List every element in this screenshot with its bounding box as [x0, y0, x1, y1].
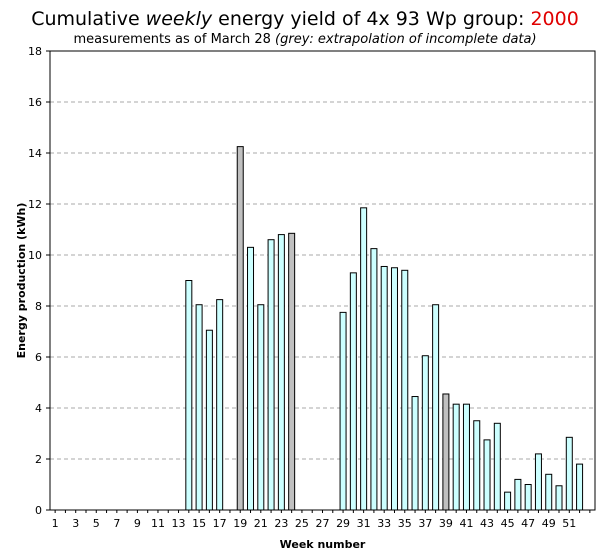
bar-week-46	[514, 478, 522, 511]
x-tick-label: 27	[316, 517, 330, 530]
x-tick-label: 45	[501, 517, 515, 530]
x-tick-label: 1	[52, 517, 59, 530]
y-tick-label: 2	[35, 453, 42, 466]
x-tick-label: 13	[172, 517, 186, 530]
y-axis-label: Energy production (kWh)	[15, 203, 28, 359]
bar-week-47	[524, 484, 532, 511]
title-middle: energy yield of 4x 93 Wp group:	[212, 8, 531, 30]
bar-week-49	[545, 473, 553, 511]
x-tick-label: 43	[480, 517, 494, 530]
y-tick-label: 10	[28, 249, 42, 262]
bar-week-20	[247, 246, 255, 511]
bar-week-32	[370, 248, 378, 511]
bar-week-16	[205, 329, 213, 511]
bar-week-35	[401, 269, 409, 511]
gridlines	[50, 101, 595, 460]
x-axis: 1 3 5 7 9 11 13 15 17 19 21 23 25 27 29 31 33 35 37 39 41 43 4…	[52, 510, 591, 530]
bar-week-21	[257, 304, 265, 511]
x-tick-label: 41	[459, 517, 473, 530]
bar-week-19	[236, 146, 244, 511]
x-tick-label: 35	[398, 517, 412, 530]
bar-week-38	[432, 304, 440, 511]
bar-week-31	[360, 207, 368, 511]
y-tick-label: 12	[28, 198, 42, 211]
x-tick-label: 11	[151, 517, 165, 530]
x-tick-label: 31	[357, 517, 371, 530]
bar-week-36	[411, 396, 419, 511]
bar-week-41	[462, 403, 470, 511]
bar-week-50	[555, 485, 563, 511]
title-prefix: Cumulative	[31, 8, 146, 30]
x-tick-label: 33	[377, 517, 391, 530]
bar-week-40	[452, 403, 460, 511]
bar-week-24	[288, 232, 296, 511]
plot-frame	[49, 50, 596, 511]
bar-week-39	[442, 393, 450, 511]
x-tick-label: 37	[418, 517, 432, 530]
y-tick-label: 6	[35, 351, 42, 364]
bar-week-17	[216, 299, 224, 511]
bar-week-48	[534, 453, 542, 511]
bar-week-51	[565, 436, 573, 511]
x-tick-label: 3	[72, 517, 79, 530]
x-tick-label: 15	[192, 517, 206, 530]
x-tick-label: 23	[274, 517, 288, 530]
x-tick-label: 17	[213, 517, 227, 530]
bar-week-30	[349, 272, 357, 511]
bar-week-23	[277, 234, 285, 511]
chart-subtitle: measurements as of March 28 (grey: extra…	[0, 32, 610, 47]
x-tick-label: 19	[233, 517, 247, 530]
y-tick-label: 0	[35, 504, 42, 517]
x-tick-label: 39	[439, 517, 453, 530]
subtitle-text: measurements as of March 28	[73, 32, 276, 47]
y-tick-label: 16	[28, 96, 42, 109]
x-tick-label: 47	[521, 517, 535, 530]
bar-week-33	[380, 265, 388, 511]
x-tick-label: 9	[134, 517, 141, 530]
x-tick-label: 7	[113, 517, 120, 530]
x-tick-label: 5	[93, 517, 100, 530]
bar-week-45	[504, 491, 512, 511]
y-tick-label: 8	[35, 300, 42, 313]
title-year: 2000	[530, 8, 579, 30]
bar-series	[185, 146, 584, 511]
x-tick-label: 49	[542, 517, 556, 530]
y-axis: 0 2 4 6 8 10 12 14 16 18	[28, 45, 50, 517]
bar-week-14	[185, 280, 193, 511]
bar-week-29	[339, 311, 347, 511]
bar-week-52	[576, 463, 584, 511]
bar-week-43	[483, 439, 491, 511]
chart-title: Cumulative weekly energy yield of 4x 93 …	[0, 8, 610, 30]
bar-week-34	[390, 267, 398, 511]
x-axis-label: Week number	[280, 538, 366, 551]
x-tick-label: 51	[562, 517, 576, 530]
bar-week-15	[195, 304, 203, 511]
y-tick-label: 14	[28, 147, 42, 160]
bar-week-42	[473, 420, 481, 511]
y-tick-label: 4	[35, 402, 42, 415]
x-tick-label: 29	[336, 517, 350, 530]
x-tick-label: 21	[254, 517, 268, 530]
bar-week-22	[267, 239, 275, 511]
subtitle-note: (grey: extrapolation of incomplete data)	[275, 32, 537, 47]
title-emphasis: weekly	[145, 8, 213, 30]
bar-week-44	[493, 422, 501, 511]
y-tick-label: 18	[28, 45, 42, 58]
bar-week-37	[421, 355, 429, 511]
x-tick-label: 25	[295, 517, 309, 530]
